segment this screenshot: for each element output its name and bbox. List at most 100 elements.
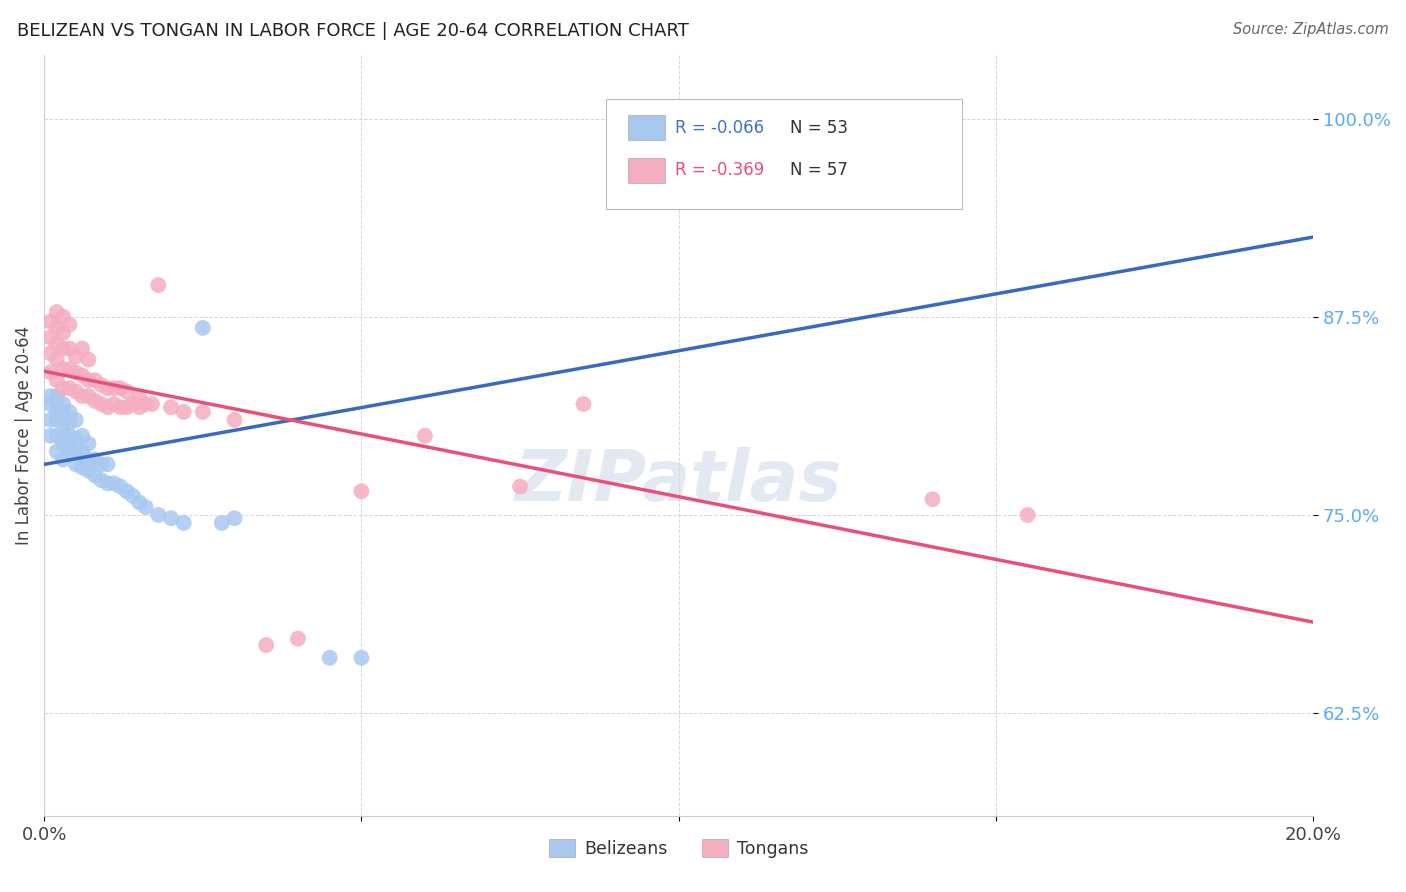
Point: [90, 473, 112, 487]
Point: [52, 428, 75, 442]
Point: [77, 373, 100, 387]
Point: [122, 489, 145, 503]
Point: [97, 476, 120, 491]
Point: [45, 352, 67, 367]
Point: [70, 342, 93, 356]
Point: [39, 330, 62, 344]
Text: R = -0.369: R = -0.369: [675, 161, 763, 179]
Y-axis label: In Labor Force | Age 20-64: In Labor Force | Age 20-64: [15, 326, 32, 545]
Text: ZIPatlas: ZIPatlas: [515, 447, 842, 516]
Point: [318, 650, 340, 665]
Point: [83, 468, 105, 483]
Point: [52, 362, 75, 376]
Point: [509, 479, 531, 493]
Point: [39, 314, 62, 328]
Text: N = 57: N = 57: [790, 161, 848, 179]
Text: Source: ZipAtlas.com: Source: ZipAtlas.com: [1233, 22, 1389, 37]
Point: [58, 428, 80, 442]
Point: [39, 365, 62, 379]
Point: [70, 389, 93, 403]
Point: [45, 397, 67, 411]
Point: [58, 416, 80, 430]
Point: [699, 183, 721, 197]
Text: R = -0.066: R = -0.066: [675, 119, 763, 136]
Point: [45, 428, 67, 442]
Point: [135, 397, 157, 411]
Point: [90, 397, 112, 411]
Point: [58, 342, 80, 356]
Point: [110, 479, 132, 493]
Point: [70, 444, 93, 458]
Point: [65, 432, 87, 446]
Point: [103, 397, 125, 411]
Point: [58, 436, 80, 450]
Point: [572, 397, 595, 411]
Point: [350, 650, 373, 665]
Point: [45, 336, 67, 351]
Legend: Belizeans, Tongans: Belizeans, Tongans: [543, 831, 815, 864]
Point: [58, 318, 80, 332]
Point: [191, 321, 214, 335]
Point: [160, 400, 183, 414]
Point: [128, 389, 150, 403]
Point: [45, 321, 67, 335]
Point: [160, 511, 183, 525]
Point: [52, 416, 75, 430]
Point: [115, 484, 138, 499]
Point: [52, 342, 75, 356]
Point: [65, 384, 87, 399]
Point: [65, 457, 87, 471]
Point: [128, 400, 150, 414]
Point: [45, 444, 67, 458]
Point: [45, 389, 67, 403]
Point: [90, 378, 112, 392]
Point: [115, 400, 138, 414]
Point: [65, 350, 87, 364]
Point: [77, 436, 100, 450]
Point: [58, 362, 80, 376]
Point: [52, 405, 75, 419]
Point: [173, 516, 195, 530]
Point: [39, 413, 62, 427]
Point: [110, 381, 132, 395]
Point: [70, 368, 93, 383]
Point: [122, 397, 145, 411]
Point: [921, 492, 943, 507]
Point: [103, 476, 125, 491]
Point: [70, 428, 93, 442]
Point: [70, 460, 93, 475]
Point: [58, 381, 80, 395]
Point: [141, 397, 163, 411]
Point: [58, 444, 80, 458]
Point: [39, 428, 62, 442]
Point: [83, 452, 105, 467]
Point: [110, 400, 132, 414]
Point: [97, 457, 120, 471]
Point: [97, 400, 120, 414]
Point: [173, 405, 195, 419]
Point: [52, 436, 75, 450]
Point: [65, 444, 87, 458]
Point: [254, 638, 277, 652]
Point: [65, 413, 87, 427]
Point: [287, 632, 309, 646]
Point: [45, 413, 67, 427]
Point: [52, 326, 75, 340]
Point: [39, 397, 62, 411]
Point: [128, 495, 150, 509]
Point: [52, 397, 75, 411]
Point: [668, 175, 690, 189]
Point: [45, 305, 67, 319]
Point: [148, 278, 170, 293]
Point: [58, 405, 80, 419]
Point: [39, 389, 62, 403]
Point: [77, 464, 100, 478]
Point: [77, 352, 100, 367]
Point: [224, 413, 246, 427]
Point: [77, 452, 100, 467]
Point: [83, 373, 105, 387]
Point: [45, 373, 67, 387]
Point: [52, 310, 75, 324]
Point: [52, 452, 75, 467]
Point: [211, 516, 233, 530]
